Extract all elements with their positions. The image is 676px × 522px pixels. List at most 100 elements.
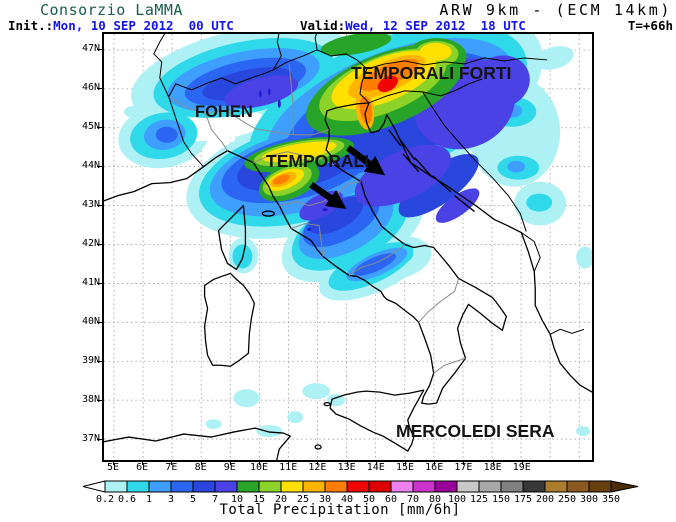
cb-segment — [390, 480, 414, 493]
lat-tick-label: 38N — [81, 394, 100, 405]
lon-tick-mark — [171, 460, 173, 465]
cb-tick-label: 60 — [385, 494, 397, 505]
lat-tick-label: 43N — [81, 199, 100, 210]
cb-tick-label: 5 — [190, 494, 196, 505]
cb-segment — [192, 480, 216, 493]
cb-tick-label: 70 — [407, 494, 419, 505]
lon-tick-label: 16E — [425, 462, 444, 473]
lat-tick-label: 42N — [81, 238, 100, 249]
precip-red-core — [377, 75, 398, 93]
cb-tick-label: 25 — [297, 494, 309, 505]
lat-tick-mark — [97, 322, 103, 323]
cb-segment — [302, 480, 326, 493]
annotation-mercoledi-sera: MERCOLEDI SERA — [396, 421, 555, 441]
lon-tick-label: 6E — [136, 462, 149, 473]
lon-tick-mark — [463, 460, 465, 465]
national-borders — [153, 34, 585, 335]
lon-tick-label: 9E — [223, 462, 236, 473]
lon-tick-mark — [405, 460, 406, 465]
lat-tick-label: 40N — [81, 316, 100, 327]
cb-segment — [566, 480, 590, 493]
lat-tick-mark — [97, 361, 103, 362]
region-borders — [168, 63, 466, 374]
alpine-lakes — [259, 88, 328, 232]
lat-tick-mark — [97, 166, 103, 167]
cb-tick-label: 80 — [429, 494, 441, 505]
cb-segment — [500, 480, 524, 493]
lat-tick-label: 45N — [81, 121, 100, 132]
arrow-northeast-icon — [346, 145, 386, 176]
lat-tick-mark — [97, 244, 103, 245]
lat-tick-mark — [97, 49, 103, 50]
lon-tick-mark — [200, 460, 202, 465]
cb-tick-label: 200 — [536, 494, 554, 505]
lon-tick-mark — [521, 460, 523, 465]
lon-tick-label: 17E — [454, 462, 473, 473]
cb-tick-label: 100 — [448, 494, 466, 505]
cb-segment — [214, 480, 238, 493]
lat-tick-mark — [97, 400, 103, 401]
lon-tick-label: 5E — [106, 462, 120, 473]
cb-tick-label: 15 — [253, 494, 265, 505]
cb-tick-label: 350 — [602, 494, 620, 505]
cb-segment — [104, 480, 128, 493]
cb-segment — [522, 480, 546, 493]
brand-title: Consorzio LaMMA — [40, 1, 183, 19]
valid-label: Valid: — [300, 18, 346, 33]
cb-tick-label: 20 — [275, 494, 287, 505]
lon-tick-mark — [288, 460, 290, 465]
cb-tick-label: 175 — [514, 494, 532, 505]
cb-tick-label: 30 — [319, 494, 331, 505]
cb-segment — [280, 480, 304, 493]
lat-tick-mark — [97, 127, 103, 128]
cb-tick-label: 0.6 — [118, 494, 136, 505]
lat-tick-mark — [97, 205, 103, 206]
valid-time: Valid:Wed, 12 SEP 2012 18 UTC — [300, 18, 526, 33]
precip-colorbar: 0.2 0.6 1 3 5 7 10 15 20 25 30 40 50 60 70 80 100 125 150 1… — [82, 480, 639, 505]
lon-tick-label: 19E — [512, 462, 531, 473]
cb-segment — [588, 480, 612, 493]
lon-tick-label: 12E — [308, 462, 327, 473]
lon-tick-mark — [492, 460, 494, 465]
lon-tick-label: 7E — [165, 462, 178, 473]
croatian-islands — [388, 129, 475, 213]
lon-tick-label: 11E — [279, 462, 298, 473]
cb-tick-label: 10 — [231, 494, 243, 505]
lat-tick-mark — [97, 283, 103, 284]
lead-time: T=+66h — [627, 18, 673, 33]
lon-tick-label: 13E — [337, 462, 356, 473]
lon-tick-label: 14E — [366, 462, 385, 473]
lon-tick-mark — [142, 460, 144, 465]
lon-tick-label: 10E — [249, 462, 269, 473]
coastlines — [104, 102, 592, 460]
lat-tick-label: 46N — [81, 82, 100, 93]
lon-tick-mark — [229, 460, 231, 465]
lon-tick-mark — [113, 460, 114, 465]
precipitation-map — [102, 32, 594, 462]
init-label: Init.: — [8, 18, 54, 33]
lon-tick-label: 15E — [395, 462, 415, 473]
cb-segment — [346, 480, 370, 493]
cb-tick-label: 3 — [168, 494, 174, 505]
cb-segment — [324, 480, 348, 493]
lat-tick-label: 37N — [81, 433, 100, 444]
lon-tick-label: 8E — [194, 462, 207, 473]
cb-segment — [368, 480, 392, 493]
lon-tick-mark — [259, 460, 260, 465]
lat-tick-mark — [97, 88, 103, 89]
cb-segment — [236, 480, 260, 493]
cb-segment — [412, 480, 436, 493]
lon-tick-mark — [434, 460, 436, 465]
cb-segment — [126, 480, 150, 493]
cb-segment — [456, 480, 480, 493]
lon-tick-mark — [317, 460, 319, 465]
cb-segment — [258, 480, 282, 493]
cb-tick-label: 50 — [363, 494, 375, 505]
model-title: ARW 9km - (ECM 14km) — [439, 1, 672, 19]
lat-tick-mark — [97, 439, 103, 440]
cb-segment — [434, 480, 458, 493]
cb-tick-label: 125 — [470, 494, 488, 505]
lat-tick-label: 41N — [81, 277, 100, 288]
cb-segment — [544, 480, 568, 493]
